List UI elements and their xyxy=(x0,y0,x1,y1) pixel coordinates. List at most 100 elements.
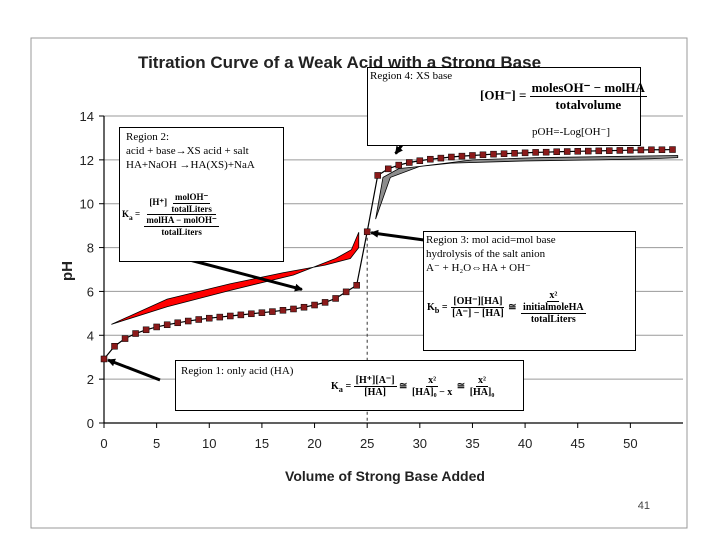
ph-data-point xyxy=(416,157,424,164)
ph-data-point xyxy=(479,151,487,159)
region2-lower: molHA − molOH⁻ totalLiters xyxy=(144,215,219,237)
ph-data-point xyxy=(111,343,118,350)
ph-data-point xyxy=(616,147,624,154)
region3-kb: Kb xyxy=(427,301,440,315)
ph-data-point xyxy=(163,321,171,329)
region1-label: Region 1: only acid (HA) xyxy=(181,365,294,377)
x-tick-label: 20 xyxy=(307,436,321,451)
ph-data-point xyxy=(595,147,603,155)
region4-oh: [OH⁻] = xyxy=(480,87,527,103)
ph-data-point xyxy=(132,330,139,337)
ph-data-point xyxy=(669,146,676,153)
region3-fraction2: x² initialmoleHA totalLiters xyxy=(521,290,586,325)
ph-data-point xyxy=(342,288,350,296)
x-tick-label: 50 xyxy=(623,436,637,451)
y-tick-label: 10 xyxy=(80,197,94,212)
region3-box: Region 3: mol acid=mol base hydrolysis o… xyxy=(423,231,636,351)
region2-line3: HA+NaOH →HA(XS)+NaA xyxy=(126,159,255,171)
ph-data-point xyxy=(521,149,529,157)
region4-num: molesOH⁻ − molHA xyxy=(529,80,647,97)
ph-data-point xyxy=(279,307,287,314)
y-tick-label: 12 xyxy=(80,153,94,168)
region1-ka: Ka xyxy=(331,380,343,394)
region4-label: Region 4: XS base xyxy=(370,70,453,82)
ph-data-point xyxy=(627,146,634,154)
ph-data-point xyxy=(216,313,224,321)
ph-data-point xyxy=(606,147,613,154)
ph-data-point xyxy=(395,161,403,169)
ph-data-point xyxy=(511,150,518,157)
y-axis-label: pH xyxy=(59,261,76,281)
ph-data-point xyxy=(121,335,129,342)
y-tick-label: 8 xyxy=(87,241,94,256)
region2-arrow xyxy=(181,256,303,292)
ph-data-point xyxy=(353,282,360,289)
ph-data-point xyxy=(469,152,476,159)
ph-data-point xyxy=(153,323,160,331)
x-axis-label: Volume of Strong Base Added xyxy=(285,468,485,484)
x-tick-label: 10 xyxy=(202,436,216,451)
x-tick-label: 40 xyxy=(518,436,532,451)
ph-data-point xyxy=(363,228,371,236)
region3-line3: A⁻ + H₂O⇔HA + OH⁻ xyxy=(426,262,531,274)
ph-data-point xyxy=(574,148,581,155)
x-tick-label: 0 xyxy=(100,436,107,451)
region1-box: Region 1: only acid (HA) Ka = [H⁺][A⁻] [H… xyxy=(175,360,524,411)
region2-ka: Ka xyxy=(122,208,133,222)
region2-upper: [H⁺] molOH⁻ totalLiters xyxy=(147,192,216,215)
x-tick-label: 25 xyxy=(360,436,374,451)
ph-data-point xyxy=(490,150,497,158)
region2-big-fraction: [H⁺] molOH⁻ totalLiters molHA − molOH⁻ tot… xyxy=(142,192,220,237)
ph-data-point xyxy=(448,153,455,161)
ph-data-point xyxy=(237,311,245,319)
ph-data-point xyxy=(332,295,339,302)
ph-data-point xyxy=(290,305,297,313)
page-number: 41 xyxy=(638,500,650,512)
region3-kb-equation: Kb = [OH⁻][HA] [A⁻] − [HA] ≅ x² initialm… xyxy=(427,290,588,325)
ph-data-point xyxy=(427,155,434,163)
ph-data-point xyxy=(563,148,571,155)
ph-data-point xyxy=(248,310,255,318)
y-tick-label: 2 xyxy=(87,372,94,387)
region3-line2: hydrolysis of the salt anion xyxy=(426,248,546,260)
x-tick-label: 5 xyxy=(153,436,160,451)
y-tick-label: 14 xyxy=(80,109,94,124)
ph-data-point xyxy=(374,172,381,179)
ph-data-point xyxy=(174,319,181,327)
buffer-region-fill xyxy=(111,232,360,325)
ph-data-point xyxy=(637,146,645,154)
region3-arrow xyxy=(370,229,425,242)
region4-oh-equation: [OH⁻] = molesOH⁻ − molHA totalvolume xyxy=(480,80,647,113)
ph-data-point xyxy=(184,317,192,325)
ph-data-point xyxy=(532,149,539,156)
region1-arrow xyxy=(107,358,161,382)
x-tick-label: 35 xyxy=(465,436,479,451)
region3-fraction1: [OH⁻][HA] [A⁻] − [HA] xyxy=(451,296,505,319)
ph-data-point xyxy=(648,146,655,154)
ph-data-point xyxy=(658,146,666,154)
region2-line1: Region 2: xyxy=(126,131,170,143)
x-tick-label: 45 xyxy=(570,436,584,451)
ph-data-point xyxy=(585,147,592,155)
x-tick-label: 15 xyxy=(255,436,269,451)
ph-data-point xyxy=(311,301,318,309)
ph-data-point xyxy=(195,316,202,323)
ph-data-point xyxy=(321,299,329,306)
ph-data-point xyxy=(206,314,213,322)
region4-box: Region 4: XS base [OH⁻] = molesOH⁻ − mol… xyxy=(367,67,647,146)
region3-line1: Region 3: mol acid=mol base xyxy=(426,234,556,246)
ph-data-point xyxy=(500,150,508,157)
y-tick-label: 6 xyxy=(87,284,94,299)
ph-data-point xyxy=(269,308,276,315)
ph-data-point xyxy=(384,165,392,173)
ph-data-point xyxy=(458,152,466,160)
region2-ka-equation: Ka = [H⁺] molOH⁻ totalLiters molHA − molO… xyxy=(122,192,221,237)
excess-base-region-fill xyxy=(375,155,679,220)
x-tick-label: 30 xyxy=(413,436,427,451)
ph-data-point xyxy=(437,154,445,162)
region2-line2: acid + base→XS acid + salt xyxy=(126,145,249,157)
ph-data-point xyxy=(542,148,550,156)
ph-data-point xyxy=(100,355,108,363)
ph-data-point xyxy=(227,312,234,320)
